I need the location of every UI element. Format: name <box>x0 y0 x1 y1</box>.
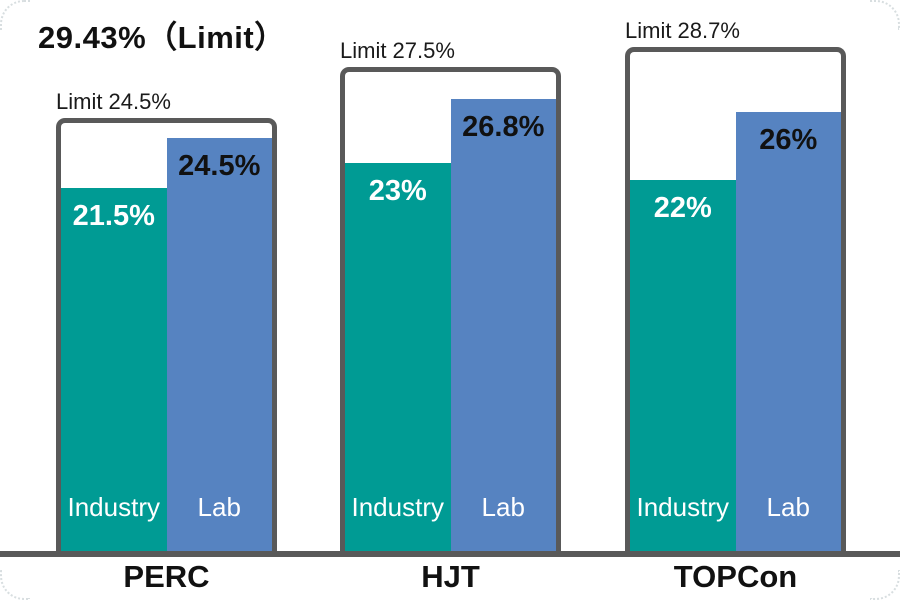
x-axis-baseline <box>0 551 900 557</box>
bar-value-label: 23% <box>368 175 427 207</box>
category-label: PERC <box>123 559 210 594</box>
bar-series-label: Lab <box>481 492 525 522</box>
limit-label: Limit 24.5% <box>56 89 171 114</box>
industry-bar: 23% Industry <box>345 163 451 551</box>
industry-bar: 21.5% Industry <box>61 188 167 551</box>
lab-bar: 26% Lab <box>735 112 841 551</box>
chart-group-perc: Limit 24.5% 21.5% Industry 24.5% Lab PERC <box>56 0 277 600</box>
bar-series-label: Lab <box>766 492 810 522</box>
bar-series-label: Industry <box>67 492 161 522</box>
bar-series-label: Industry <box>636 492 730 522</box>
rounded-corner-decoration <box>870 0 900 30</box>
limit-label: Limit 28.7% <box>625 18 740 43</box>
bar-value-label: 22% <box>653 192 712 224</box>
bar-value-label: 26.8% <box>462 111 545 143</box>
chart-title: 29.43%（Limit） <box>38 20 286 55</box>
bar-series-label: Industry <box>351 492 445 522</box>
bar-value-label: 24.5% <box>178 150 261 182</box>
rounded-corner-decoration <box>0 570 30 600</box>
category-label: TOPCon <box>673 559 798 594</box>
category-label: HJT <box>421 559 480 594</box>
industry-bar: 22% Industry <box>630 180 736 551</box>
bar-value-label: 21.5% <box>72 200 155 232</box>
chart-group-hjt: Limit 27.5% 23% Industry 26.8% Lab HJT <box>340 0 561 600</box>
chart-group-topcon: Limit 28.7% 22% Industry 26% Lab TOPCon <box>625 0 846 600</box>
rounded-corner-decoration <box>870 570 900 600</box>
bar-value-label: 26% <box>759 124 818 156</box>
lab-bar: 24.5% Lab <box>166 138 272 551</box>
limit-label: Limit 27.5% <box>340 38 455 63</box>
bar-series-label: Lab <box>197 492 241 522</box>
lab-bar: 26.8% Lab <box>450 99 556 551</box>
rounded-corner-decoration <box>0 0 30 30</box>
